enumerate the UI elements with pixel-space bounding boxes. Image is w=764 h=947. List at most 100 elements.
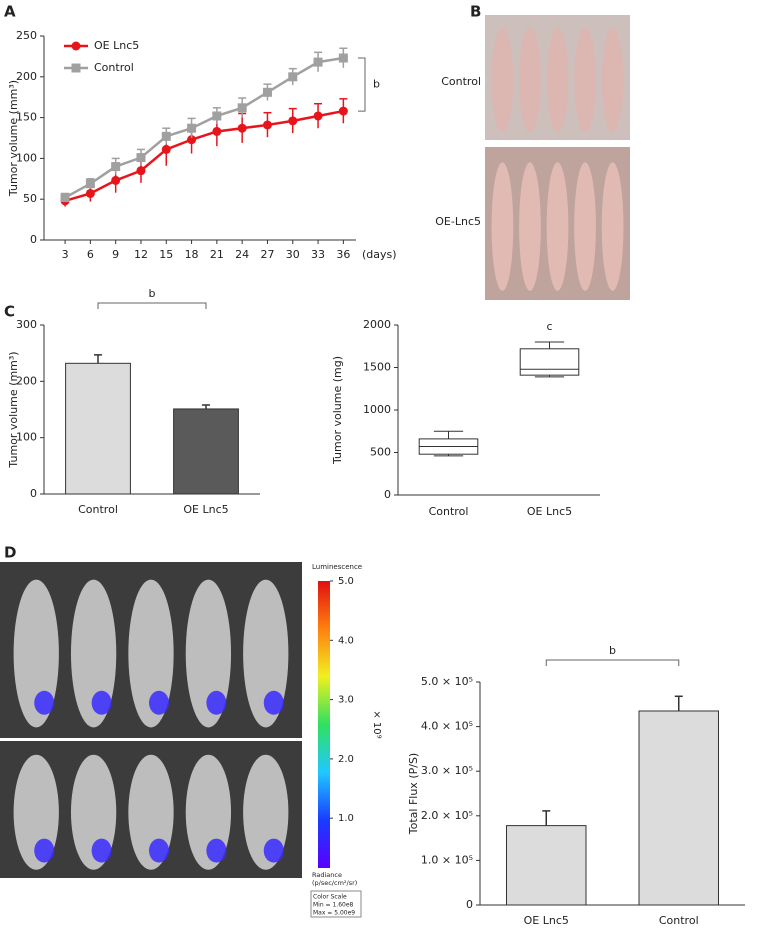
legend-marker [71, 63, 81, 73]
bar [638, 710, 719, 906]
series-line [64, 109, 344, 203]
annotation: c [546, 320, 552, 333]
y-tick-label: 1.0 × 10⁵ [421, 853, 473, 866]
x-tick-label: OE Lnc5 [527, 505, 572, 518]
y-tick-label: 2000 [363, 318, 391, 331]
photo-subject [491, 27, 514, 133]
y-tick-label: 200 [16, 70, 37, 83]
marker [111, 175, 121, 185]
x-tick-label: 9 [112, 248, 119, 261]
photo-subject [185, 579, 232, 728]
y-tick-label: 500 [370, 446, 391, 459]
colorbar-note: Max = 5.00e9 [313, 910, 355, 917]
x-tick-label: 21 [210, 248, 224, 261]
series-line [64, 56, 344, 199]
marker [212, 111, 222, 121]
colorbar-title: Luminescence [312, 563, 362, 571]
colorbar-note: (p/sec/cm²/sr) [312, 879, 357, 887]
signal [206, 690, 227, 715]
colorbar-note: Radiance [312, 871, 342, 879]
colorbar-tick-label: 1.0 [338, 813, 354, 824]
signal [206, 838, 227, 863]
marker [262, 120, 272, 130]
photo-subject [574, 27, 596, 133]
x-tick-label: 36 [336, 248, 350, 261]
colorbar-unit: × 10⁹ [371, 710, 382, 738]
marker [338, 53, 348, 63]
y-axis-label: Tumor volume (mm³) [7, 351, 20, 468]
photo-subject [519, 162, 541, 291]
signal [263, 690, 284, 715]
marker [161, 144, 171, 154]
photo-subject [519, 27, 541, 133]
annotation: b [149, 287, 156, 300]
x-axis-label: (days) [362, 248, 397, 261]
marker [237, 123, 247, 133]
colorbar-tick-label: 4.0 [338, 635, 354, 646]
marker [161, 131, 171, 141]
signal [34, 690, 55, 715]
photo-label: Control [441, 75, 481, 88]
x-tick-label: 6 [87, 248, 94, 261]
panel-label: C [4, 303, 15, 321]
marker [136, 166, 146, 176]
photo-label: OE-Lnc5 [435, 215, 481, 228]
signal [263, 838, 284, 863]
box [519, 348, 580, 376]
x-tick-label: Control [659, 914, 699, 927]
legend-label: OE Lnc5 [94, 39, 139, 52]
y-axis-label: Total Flux (P/S) [407, 753, 420, 835]
annotation: b [609, 644, 616, 657]
y-tick-label: 50 [23, 192, 37, 205]
photo-subject [574, 162, 596, 291]
marker [85, 188, 95, 198]
marker [262, 87, 272, 97]
y-tick-label: 100 [16, 431, 37, 444]
photo-subject [601, 162, 624, 291]
marker [313, 57, 323, 67]
marker [187, 123, 197, 133]
marker [313, 111, 323, 121]
y-tick-label: 5.0 × 10⁵ [421, 675, 473, 688]
y-tick-label: 200 [16, 374, 37, 387]
y-tick-label: 100 [16, 151, 37, 164]
y-tick-label: 0 [466, 898, 473, 911]
signal [91, 690, 112, 715]
y-axis-label: Tumor volume (mm³) [7, 80, 20, 197]
marker [187, 135, 197, 145]
y-tick-label: 4.0 × 10⁵ [421, 720, 473, 733]
y-tick-label: 150 [16, 111, 37, 124]
x-tick-label: Control [429, 505, 469, 518]
y-tick-label: 300 [16, 318, 37, 331]
y-tick-label: 3.0 × 10⁵ [421, 764, 473, 777]
bar [65, 362, 131, 495]
y-tick-label: 2.0 × 10⁵ [421, 809, 473, 822]
marker [338, 106, 348, 116]
marker [288, 72, 298, 82]
x-tick-label: 18 [185, 248, 199, 261]
signal [34, 838, 55, 863]
bracket [97, 302, 207, 309]
photo-subject [70, 579, 117, 728]
y-tick-label: 1000 [363, 403, 391, 416]
x-tick-label: OE Lnc5 [524, 914, 569, 927]
x-tick-label: 27 [260, 248, 274, 261]
signal [149, 838, 169, 863]
x-tick-label: 33 [311, 248, 325, 261]
marker [288, 116, 298, 126]
panel-label: A [4, 3, 16, 21]
x-tick-label: Control [78, 503, 118, 516]
x-tick-label: 12 [134, 248, 148, 261]
y-axis-label: Tumor volume (mg) [331, 356, 344, 465]
marker [85, 179, 95, 189]
photo-subject [546, 162, 569, 291]
colorbar [318, 581, 330, 868]
photo-subject [13, 579, 59, 728]
y-tick-label: 0 [30, 233, 37, 246]
marker [212, 126, 222, 136]
annotation: b [373, 78, 380, 91]
x-tick-label: 3 [62, 248, 69, 261]
bracket [358, 57, 366, 112]
bracket [545, 659, 680, 666]
photo-subject [128, 579, 174, 728]
